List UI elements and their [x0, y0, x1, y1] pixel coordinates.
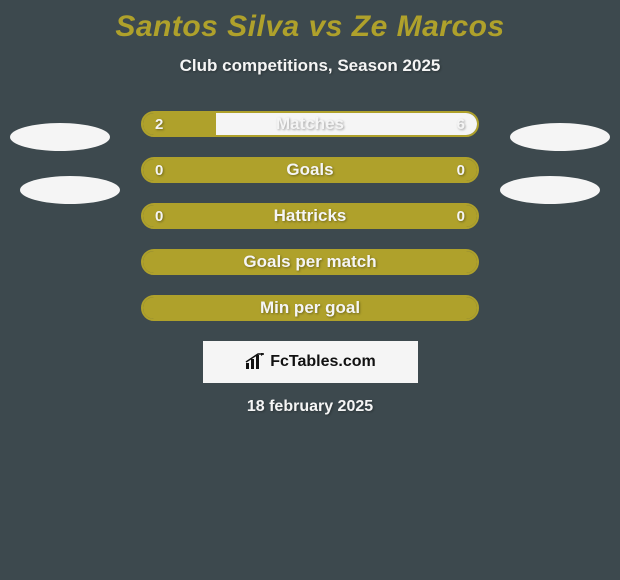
vs-text: vs	[309, 10, 343, 43]
stat-row: Hattricks0 0	[141, 203, 479, 229]
stat-row: Min per goal	[141, 295, 479, 321]
stat-value-right: 6	[457, 113, 465, 135]
player-left-name: Santos Silva	[115, 10, 299, 43]
stat-row: Matches2 6	[141, 111, 479, 137]
stat-bar-wrap: Matches2 6	[141, 111, 479, 137]
stat-label: Hattricks	[143, 205, 477, 227]
player-left-disc-1	[10, 123, 110, 151]
stat-label: Min per goal	[143, 297, 477, 319]
player-right-disc-2	[500, 176, 600, 204]
player-left-disc-2	[20, 176, 120, 204]
page-title: Santos Silva vs Ze Marcos	[0, 0, 620, 44]
stat-value-left: 0	[155, 205, 163, 227]
stat-label: Goals per match	[143, 251, 477, 273]
brand-text: FcTables.com	[270, 353, 376, 371]
stat-value-right: 0	[457, 159, 465, 181]
stat-value-right: 0	[457, 205, 465, 227]
comparison-card: Santos Silva vs Ze Marcos Club competiti…	[0, 0, 620, 580]
date-text: 18 february 2025	[0, 398, 620, 416]
player-right-name: Ze Marcos	[352, 10, 505, 43]
stat-value-left: 0	[155, 159, 163, 181]
bar-chart-icon	[244, 353, 266, 371]
stat-label: Goals	[143, 159, 477, 181]
stat-row: Goals0 0	[141, 157, 479, 183]
stat-bar-wrap: Min per goal	[141, 295, 479, 321]
stat-label: Matches	[143, 113, 477, 135]
brand-box: FcTables.com	[203, 341, 418, 383]
stat-bar-wrap: Goals0 0	[141, 157, 479, 183]
stat-bar-wrap: Hattricks0 0	[141, 203, 479, 229]
stat-value-left: 2	[155, 113, 163, 135]
stat-row: Goals per match	[141, 249, 479, 275]
subtitle: Club competitions, Season 2025	[0, 56, 620, 76]
player-right-disc-1	[510, 123, 610, 151]
stat-bar-wrap: Goals per match	[141, 249, 479, 275]
